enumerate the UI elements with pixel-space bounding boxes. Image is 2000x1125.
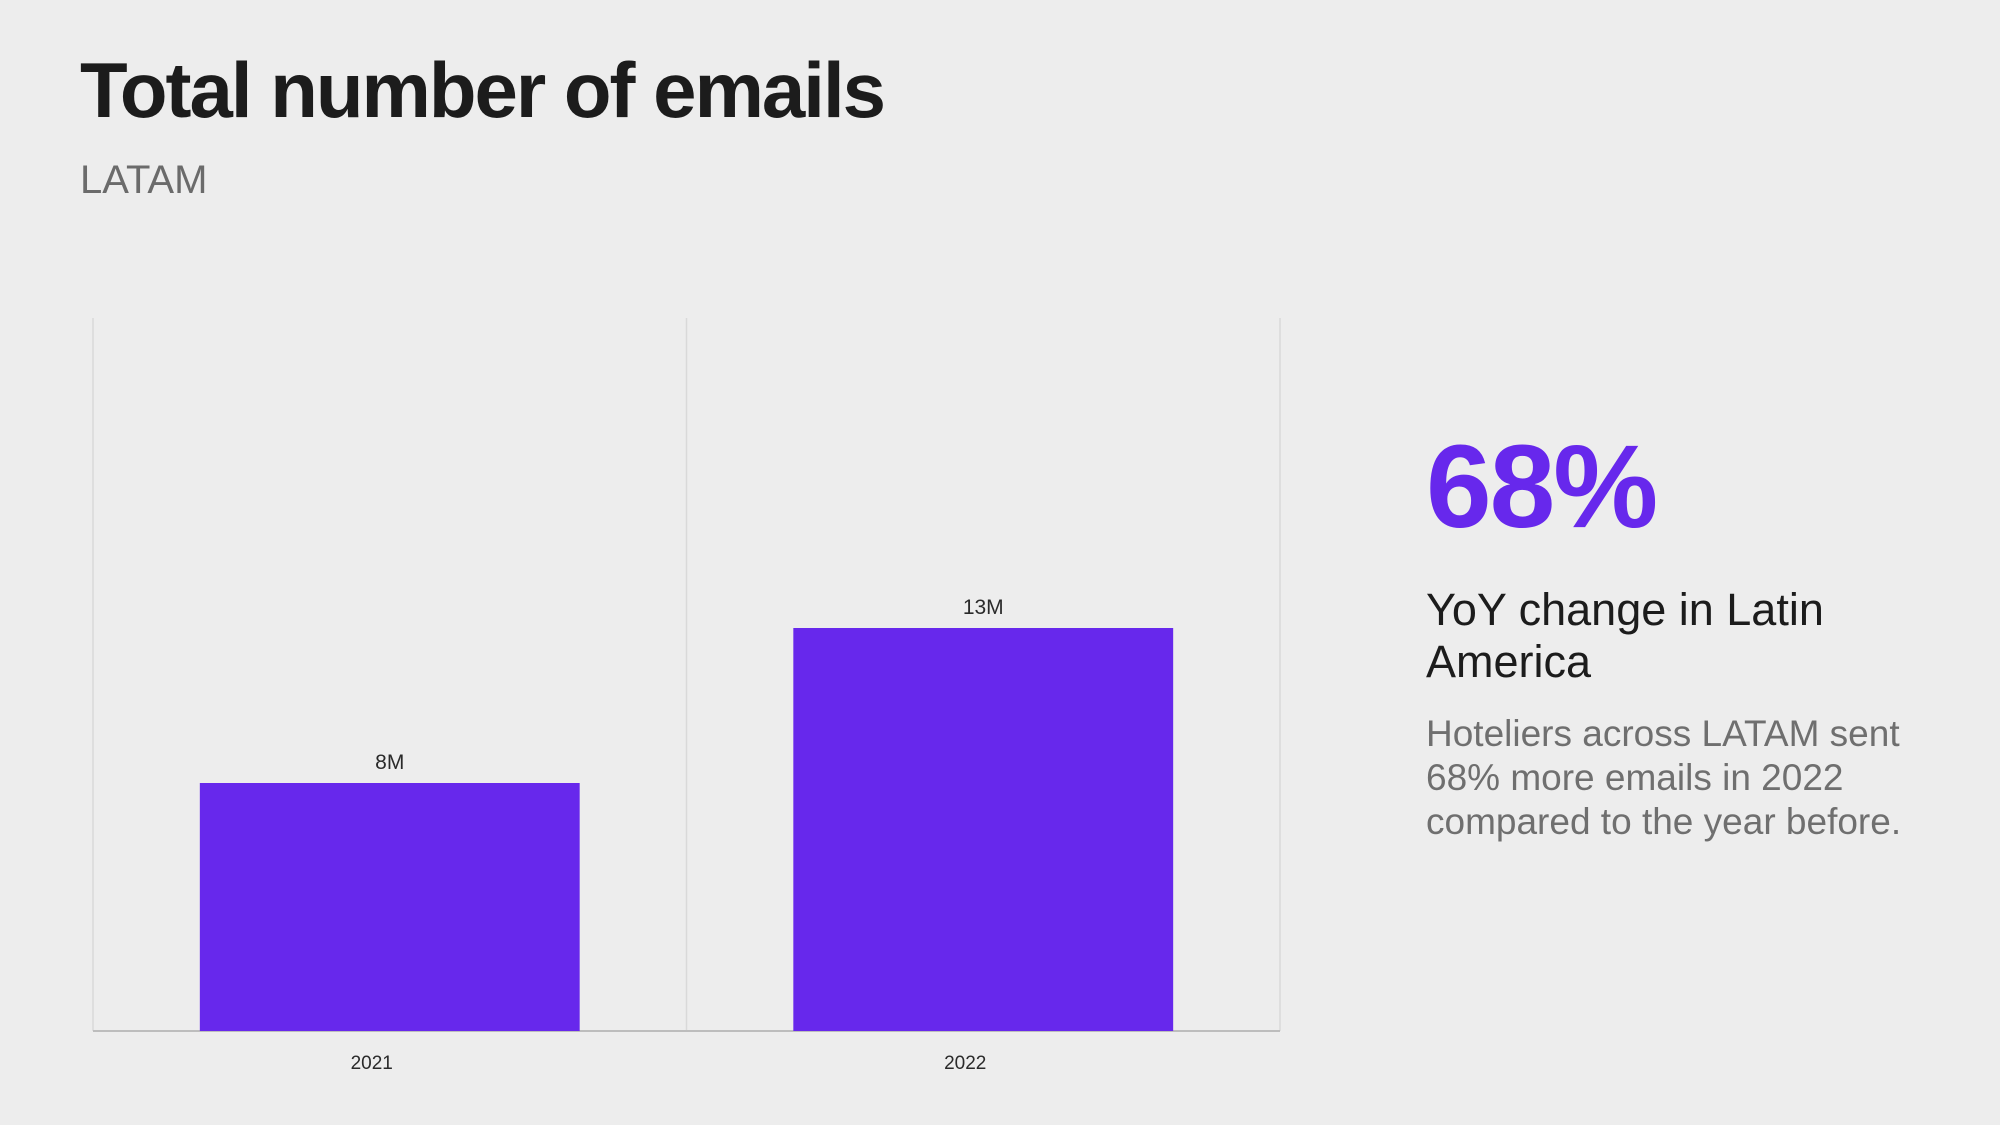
bar-chart: 8M 2021 13M 2022 <box>92 318 1281 1074</box>
highlight-description: Hoteliers across LATAM sent 68% more ema… <box>1426 713 1902 842</box>
bar-2021 <box>199 783 580 1031</box>
x-tick-label: 2022 <box>944 1053 986 1074</box>
page-subtitle: LATAM <box>80 158 208 202</box>
highlight-value: 68% <box>1426 421 1658 553</box>
highlight-label: YoY change in Latin America <box>1426 584 1824 688</box>
data-label: 8M <box>375 751 404 774</box>
page-title: Total number of emails <box>80 46 886 134</box>
data-label: 13M <box>963 596 1004 619</box>
x-tick-label: 2021 <box>351 1053 393 1074</box>
bar-2022 <box>793 628 1174 1031</box>
highlight-panel: 68% YoY change in Latin America Hotelier… <box>1426 428 1926 843</box>
